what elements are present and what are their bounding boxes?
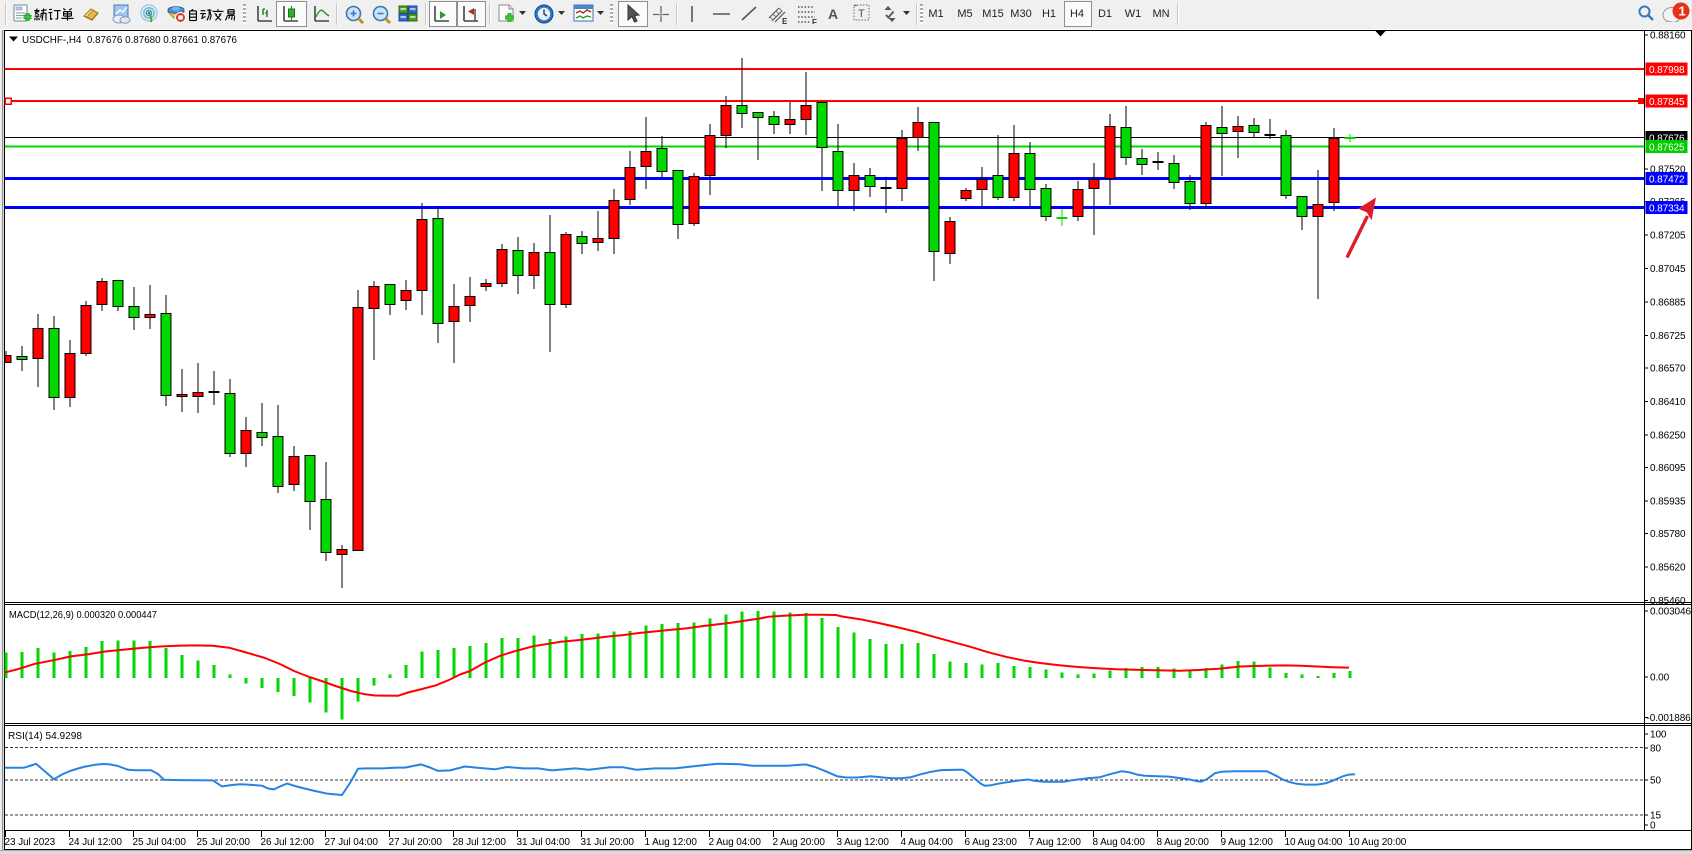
svg-text:0.88160: 0.88160 xyxy=(1650,31,1686,42)
svg-text:15: 15 xyxy=(1650,811,1661,822)
svg-text:0.87998: 0.87998 xyxy=(1649,65,1685,76)
svg-text:31 Jul 20:00: 31 Jul 20:00 xyxy=(581,837,635,848)
svg-text:24 Jul 12:00: 24 Jul 12:00 xyxy=(69,837,123,848)
svg-text:T: T xyxy=(858,8,865,20)
svg-text:8 Aug 04:00: 8 Aug 04:00 xyxy=(1093,837,1146,848)
svg-text:0.86570: 0.86570 xyxy=(1650,363,1686,374)
svg-text:25 Jul 04:00: 25 Jul 04:00 xyxy=(133,837,187,848)
svg-text:0.85460: 0.85460 xyxy=(1650,596,1686,607)
svg-text:28 Jul 12:00: 28 Jul 12:00 xyxy=(453,837,507,848)
svg-text:0.00: 0.00 xyxy=(1650,673,1670,684)
svg-text:27 Jul 04:00: 27 Jul 04:00 xyxy=(325,837,379,848)
svg-text:0: 0 xyxy=(1650,821,1656,832)
svg-text:4 Aug 04:00: 4 Aug 04:00 xyxy=(901,837,954,848)
svg-text:27 Jul 20:00: 27 Jul 20:00 xyxy=(389,837,443,848)
svg-text:0.87676: 0.87676 xyxy=(1649,133,1685,144)
svg-text:E: E xyxy=(782,17,788,24)
svg-text:7 Aug 12:00: 7 Aug 12:00 xyxy=(1029,837,1082,848)
svg-text:1 Aug 12:00: 1 Aug 12:00 xyxy=(645,837,698,848)
svg-text:F: F xyxy=(812,18,817,24)
svg-text:100: 100 xyxy=(1650,730,1667,741)
svg-text:MACD(12,26,9) 0.000320 0.00044: MACD(12,26,9) 0.000320 0.000447 xyxy=(9,609,157,621)
svg-text:23 Jul 2023: 23 Jul 2023 xyxy=(5,837,56,848)
svg-text:0.87045: 0.87045 xyxy=(1650,264,1686,275)
svg-text:2 Aug 04:00: 2 Aug 04:00 xyxy=(709,837,762,848)
svg-text:26 Jul 12:00: 26 Jul 12:00 xyxy=(261,837,315,848)
svg-text:0.87625: 0.87625 xyxy=(1649,142,1685,153)
svg-text:25 Jul 20:00: 25 Jul 20:00 xyxy=(197,837,251,848)
svg-text:9 Aug 12:00: 9 Aug 12:00 xyxy=(1221,837,1274,848)
svg-text:0.86250: 0.86250 xyxy=(1650,430,1686,441)
svg-text:-0.001886: -0.001886 xyxy=(1647,713,1692,724)
svg-text:31 Jul 04:00: 31 Jul 04:00 xyxy=(517,837,571,848)
svg-text:USDCHF-,H4 0.87676 0.87680 0.: USDCHF-,H4 0.87676 0.87680 0.87661 0.876… xyxy=(22,34,237,46)
svg-text:0.86410: 0.86410 xyxy=(1650,397,1686,408)
svg-text:8 Aug 20:00: 8 Aug 20:00 xyxy=(1157,837,1210,848)
svg-text:0.87334: 0.87334 xyxy=(1649,203,1685,214)
svg-text:6 Aug 23:00: 6 Aug 23:00 xyxy=(965,837,1018,848)
svg-text:0.85780: 0.85780 xyxy=(1650,529,1686,540)
svg-text:50: 50 xyxy=(1650,776,1661,787)
svg-text:0.87472: 0.87472 xyxy=(1649,174,1685,185)
svg-text:0.86885: 0.86885 xyxy=(1650,297,1686,308)
svg-text:0.003046: 0.003046 xyxy=(1650,607,1691,618)
svg-text:2 Aug 20:00: 2 Aug 20:00 xyxy=(773,837,826,848)
svg-text:0.87205: 0.87205 xyxy=(1650,231,1686,242)
svg-text:0.85620: 0.85620 xyxy=(1650,562,1686,573)
svg-text:0.87845: 0.87845 xyxy=(1649,97,1685,108)
svg-text:80: 80 xyxy=(1650,744,1661,755)
svg-text:RSI(14) 54.9298: RSI(14) 54.9298 xyxy=(8,730,82,742)
svg-text:10 Aug 04:00: 10 Aug 04:00 xyxy=(1285,837,1343,848)
svg-text:3 Aug 12:00: 3 Aug 12:00 xyxy=(837,837,890,848)
svg-text:0.85935: 0.85935 xyxy=(1650,496,1686,507)
svg-text:10 Aug 20:00: 10 Aug 20:00 xyxy=(1349,837,1407,848)
svg-text:0.86725: 0.86725 xyxy=(1650,331,1686,342)
svg-text:0.86095: 0.86095 xyxy=(1650,463,1686,474)
svg-text:1: 1 xyxy=(1679,4,1686,19)
svg-text:0.87520: 0.87520 xyxy=(1650,165,1686,176)
